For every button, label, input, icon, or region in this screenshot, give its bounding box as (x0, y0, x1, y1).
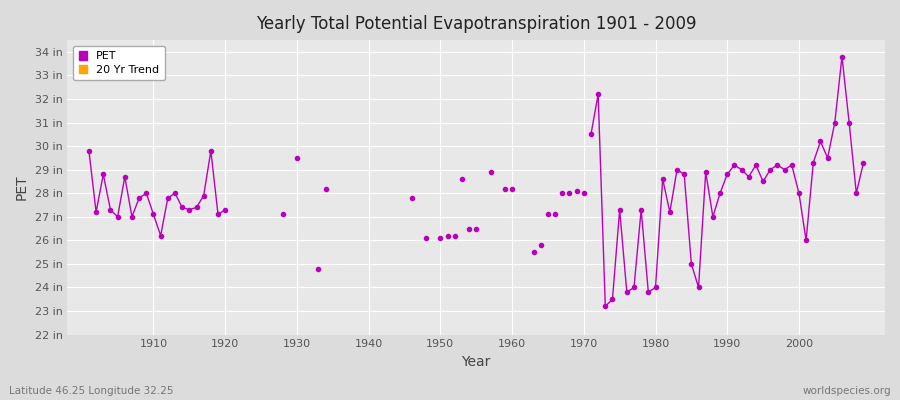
Point (570, 188, 584, 194)
Point (626, 284, 641, 291)
Point (548, 211, 562, 218)
Point (534, 242, 548, 248)
Point (440, 232, 454, 239)
Point (606, 296, 620, 302)
Point (670, 166, 684, 173)
Point (756, 178, 770, 185)
Point (619, 289, 634, 295)
Point (211, 211, 225, 218)
Point (835, 54, 850, 60)
Point (734, 166, 749, 173)
Point (111, 214, 125, 220)
Point (770, 162, 785, 168)
Point (792, 190, 806, 196)
Point (821, 155, 835, 161)
Point (203, 148, 218, 154)
Point (749, 162, 763, 168)
Point (404, 195, 419, 201)
Point (691, 284, 706, 291)
Point (713, 190, 727, 196)
Point (555, 190, 570, 196)
Point (842, 119, 856, 126)
Point (662, 209, 677, 215)
Point (319, 185, 333, 192)
Point (742, 174, 756, 180)
Point (196, 192, 211, 199)
Point (720, 171, 734, 178)
Point (763, 166, 778, 173)
Point (96, 171, 111, 178)
Point (799, 237, 814, 244)
Point (189, 204, 203, 210)
Point (526, 249, 541, 255)
Point (828, 119, 842, 126)
Point (218, 206, 232, 213)
Legend: PET, 20 Yr Trend: PET, 20 Yr Trend (73, 46, 165, 80)
Point (698, 169, 713, 175)
Title: Yearly Total Potential Evapotranspiration 1901 - 2009: Yearly Total Potential Evapotranspiratio… (256, 15, 697, 33)
Point (175, 204, 189, 210)
Point (182, 206, 196, 213)
Point (706, 214, 720, 220)
Point (677, 171, 691, 178)
Point (433, 235, 447, 241)
Point (89, 209, 104, 215)
Point (125, 214, 140, 220)
Point (505, 185, 519, 192)
Point (814, 138, 828, 145)
Point (655, 176, 670, 182)
Point (167, 190, 182, 196)
Point (140, 190, 154, 196)
Point (598, 303, 613, 310)
Point (727, 162, 742, 168)
Point (806, 160, 821, 166)
Text: worldspecies.org: worldspecies.org (803, 386, 891, 396)
Point (462, 225, 476, 232)
Point (498, 185, 512, 192)
X-axis label: Year: Year (462, 355, 490, 369)
Point (778, 166, 792, 173)
Point (311, 266, 326, 272)
Point (104, 206, 118, 213)
Point (577, 190, 591, 196)
Point (849, 190, 863, 196)
Point (483, 169, 498, 175)
Point (290, 155, 304, 161)
Text: Latitude 46.25 Longitude 32.25: Latitude 46.25 Longitude 32.25 (9, 386, 174, 396)
Point (147, 211, 161, 218)
Point (562, 190, 577, 196)
Point (82, 148, 96, 154)
Point (641, 289, 655, 295)
Point (418, 235, 433, 241)
Point (648, 284, 662, 291)
Point (612, 206, 626, 213)
Point (454, 176, 469, 182)
Point (118, 174, 132, 180)
Point (684, 261, 698, 267)
Point (153, 232, 167, 239)
Point (160, 195, 175, 201)
Point (541, 211, 555, 218)
Point (634, 206, 648, 213)
Point (584, 131, 598, 138)
Point (469, 225, 483, 232)
Point (275, 211, 290, 218)
Point (785, 162, 799, 168)
Point (856, 160, 870, 166)
Y-axis label: PET: PET (15, 174, 29, 200)
Point (591, 91, 606, 98)
Point (447, 232, 462, 239)
Point (132, 195, 147, 201)
